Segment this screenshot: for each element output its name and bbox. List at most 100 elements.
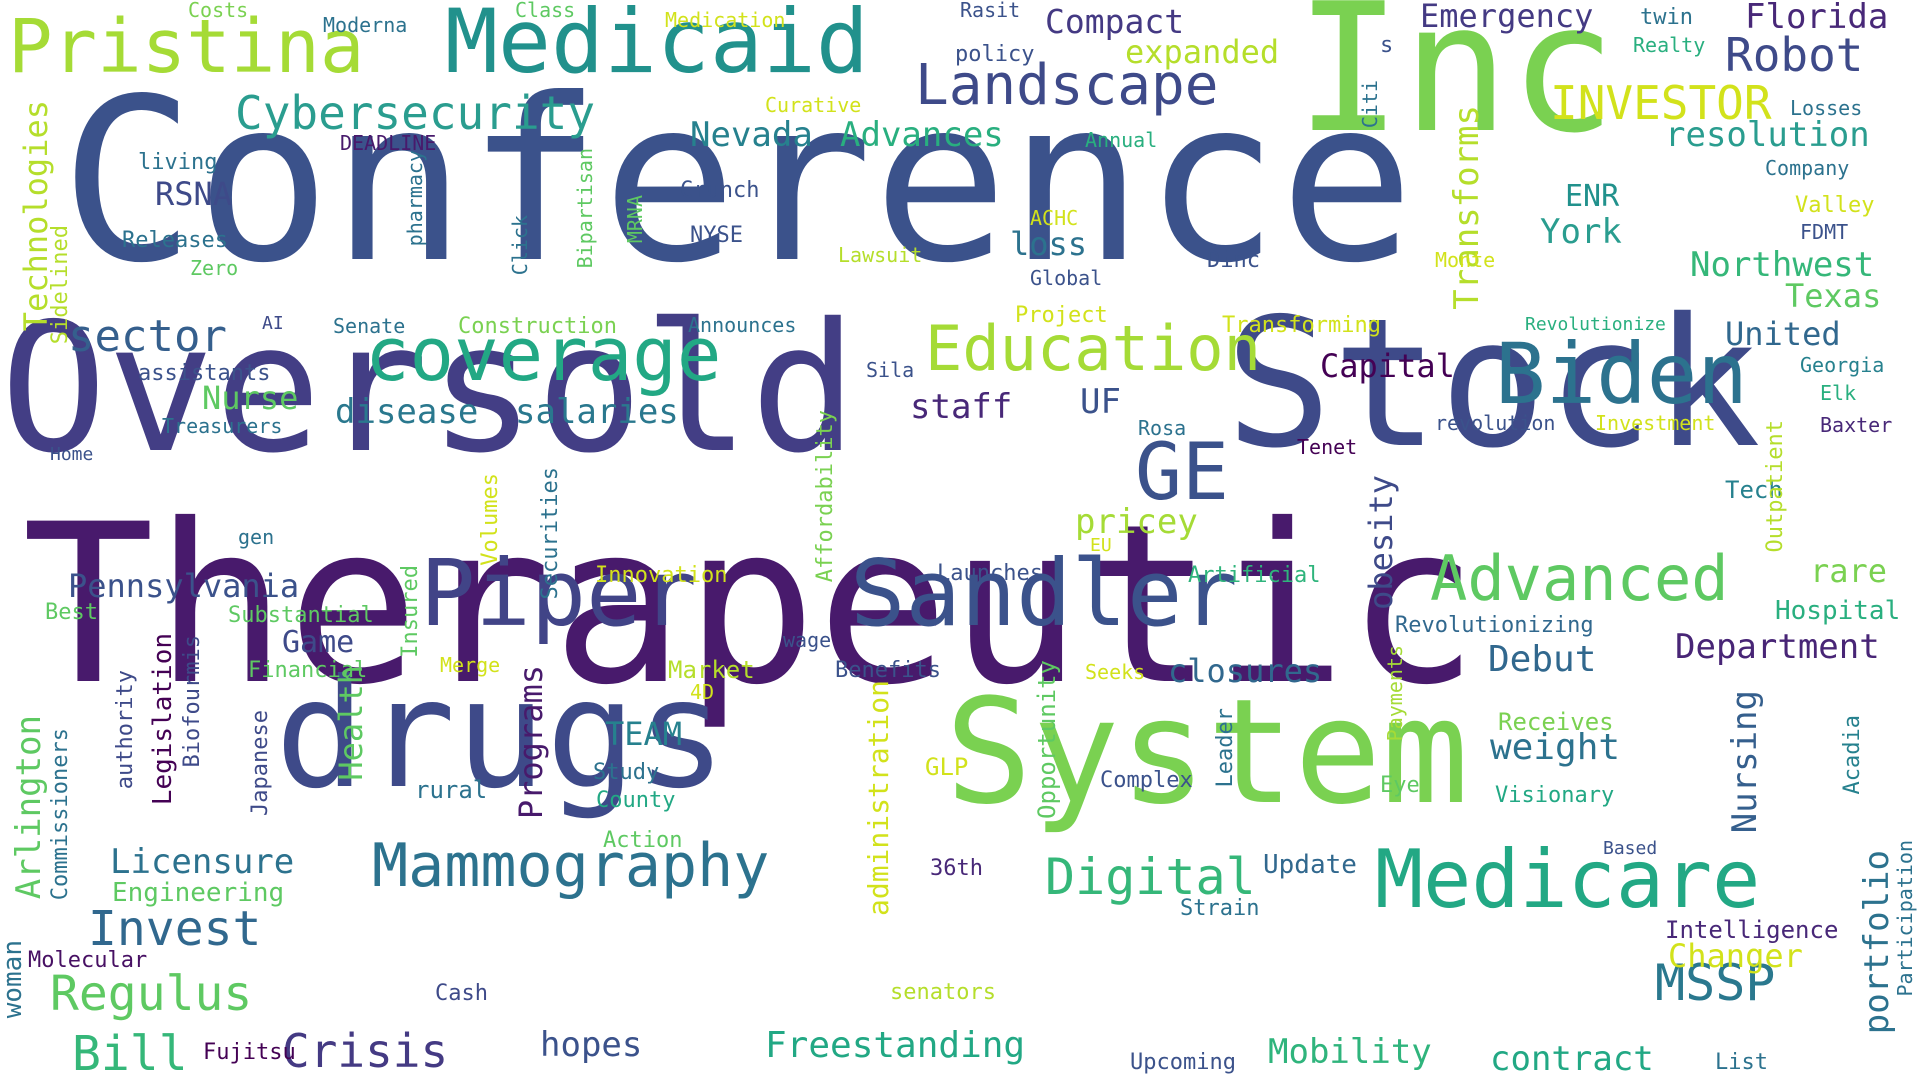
word-artificial: Artificial	[1188, 563, 1321, 588]
word-system: System	[945, 668, 1469, 837]
word-deadline: DEADLINE	[340, 131, 437, 155]
word-invest: Invest	[88, 901, 262, 957]
word-glp: GLP	[925, 753, 969, 781]
word-upcoming: Upcoming	[1130, 1050, 1236, 1075]
word-moderna: Moderna	[323, 13, 408, 37]
word-sila: Sila	[866, 358, 915, 382]
word-senators: senators	[890, 980, 996, 1005]
word-uf: UF	[1080, 382, 1121, 422]
word-stock: Stock	[1225, 280, 1761, 487]
word-pharmacy: pharmacy	[403, 150, 427, 247]
word-game: Game	[282, 625, 355, 660]
word-revolution: revolution	[1435, 411, 1556, 435]
word-crunch: Crunch	[680, 178, 760, 203]
word-releases: Releases	[122, 228, 228, 253]
word-licensure: Licensure	[110, 842, 295, 882]
word-outpatient: Outpatient	[1763, 420, 1788, 553]
word-bipartisan: Bipartisan	[573, 148, 597, 269]
word-costs: Costs	[188, 0, 249, 22]
word-staff: staff	[910, 387, 1013, 427]
word-class: Class	[515, 0, 576, 22]
word-merge: Merge	[440, 653, 501, 677]
word-coverage: coverage	[365, 312, 722, 398]
word-obesity: obesity	[1362, 475, 1400, 610]
word-therapeutic: Therapeutic	[22, 477, 1479, 733]
word-receives: Receives	[1498, 708, 1614, 736]
word-benefits: Benefits	[835, 658, 941, 683]
word-substantial: Substantial	[228, 603, 374, 628]
word-sidelined: Sidelined	[48, 225, 73, 345]
word-policy: policy	[955, 42, 1035, 67]
word-medicaid: Medicaid	[445, 0, 869, 93]
word-education: Education	[925, 312, 1261, 385]
word-bill: Bill	[72, 1026, 188, 1080]
word-compact: Compact	[1045, 2, 1185, 41]
word-york: York	[1540, 212, 1622, 252]
word-seeks: Seeks	[1085, 660, 1146, 684]
word-citi: Citi	[1358, 80, 1382, 129]
word-global: Global	[1030, 266, 1103, 290]
word-baxter: Baxter	[1820, 413, 1893, 437]
word-hospital: Hospital	[1775, 596, 1901, 626]
word-woman: woman	[0, 940, 28, 1019]
word-tech: Tech	[1725, 476, 1783, 504]
word-financial: Financial	[248, 658, 368, 683]
word-robot: Robot	[1725, 28, 1864, 82]
word-project: Project	[1015, 303, 1108, 328]
word-opportunity: Opportunity	[1033, 660, 1061, 819]
word-japanese: Japanese	[248, 710, 273, 816]
word-investor: INVESTOR	[1550, 76, 1772, 130]
word-nyse: NYSE	[690, 223, 743, 248]
word-revolutionizing: Revolutionizing	[1395, 613, 1594, 638]
word-arlington: Arlington	[9, 715, 49, 900]
word-salaries: salaries	[515, 392, 679, 432]
word-affordability: Affordability	[813, 410, 838, 583]
word-sector: sector	[68, 311, 227, 362]
word-study: Study	[593, 760, 660, 785]
word-loss: loss	[1010, 225, 1088, 263]
word-launches: Launches	[937, 561, 1043, 586]
word-acadia: Acadia	[1840, 715, 1865, 795]
word-authority: authority	[113, 670, 138, 790]
word-department: Department	[1675, 627, 1880, 667]
word-home: Home	[50, 444, 94, 465]
word-leader: Leader	[1213, 708, 1238, 788]
word-living: living	[138, 150, 218, 175]
word-regulus: Regulus	[50, 966, 253, 1022]
word-annual: Annual	[1085, 128, 1158, 152]
word-advances: Advances	[840, 115, 1004, 155]
word-intelligence: Intelligence	[1665, 916, 1839, 944]
word-senate: Senate	[333, 314, 406, 338]
word-click: Click	[508, 215, 532, 276]
word-rare: rare	[1810, 552, 1888, 590]
word-pennsylvania: Pennsylvania	[68, 567, 300, 605]
word-losses: Losses	[1790, 96, 1863, 120]
word-gen: gen	[238, 525, 275, 549]
word-advanced: Advanced	[1430, 542, 1729, 615]
word-contract: contract	[1490, 1039, 1654, 1079]
word-rosa: Rosa	[1138, 416, 1187, 440]
word-rural: rural	[415, 776, 488, 804]
word-nurse: Nurse	[202, 379, 299, 417]
word-company: Company	[1765, 156, 1850, 180]
word-treasurers: Treasurers	[162, 414, 283, 438]
word-medicare: Medicare	[1375, 833, 1761, 926]
word-tenet: Tenet	[1297, 435, 1358, 459]
word-freestanding: Freestanding	[765, 1025, 1026, 1066]
word-wage: wage	[783, 628, 832, 652]
word-united: United	[1725, 315, 1841, 353]
word-engineering: Engineering	[112, 878, 285, 908]
word-best: Best	[45, 600, 98, 625]
word-conference: Conference	[60, 51, 1415, 313]
word-4d: 4D	[690, 680, 715, 704]
word-hopes: hopes	[540, 1025, 643, 1065]
word-payments: Payments	[1383, 645, 1407, 742]
word-inc: Inc	[1295, 0, 1617, 172]
word-biden: Biden	[1495, 325, 1748, 423]
word-lawsuit: Lawsuit	[838, 243, 923, 267]
word-mrna: MRNA	[623, 195, 647, 244]
word-medication: Medication	[665, 8, 786, 32]
word-list: List	[1715, 1050, 1768, 1075]
word-valley: Valley	[1795, 193, 1875, 218]
word-crisis: Crisis	[282, 1024, 449, 1078]
